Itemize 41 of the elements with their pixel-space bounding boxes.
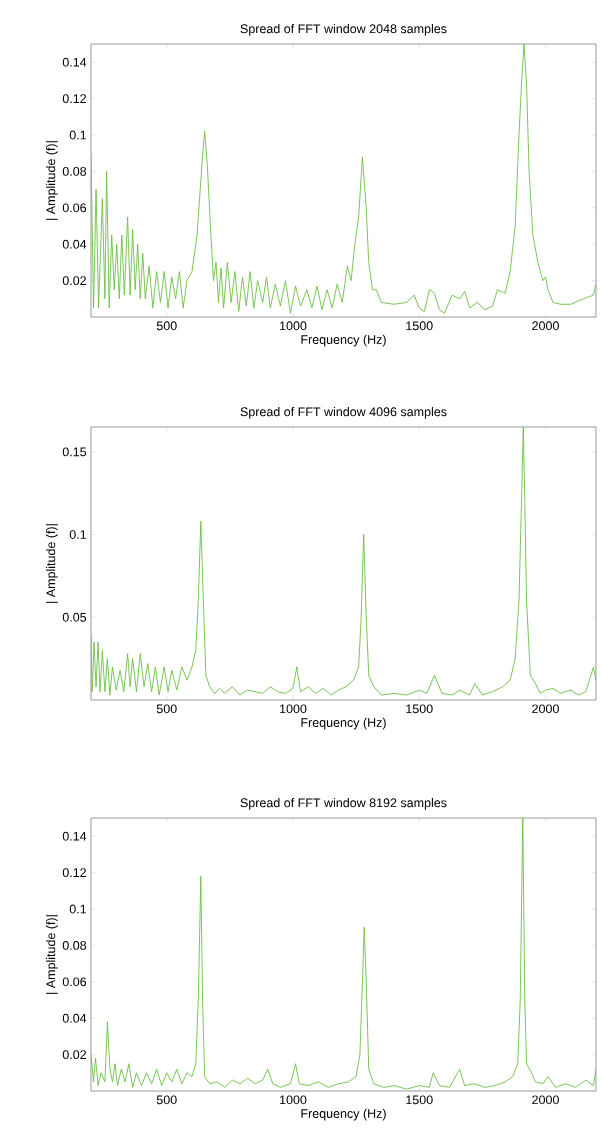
y-tick-label: 0.02 [62, 276, 87, 286]
x-tick-label: 1500 [406, 1095, 433, 1105]
x-axis-title: Frequency (Hz) [301, 1108, 386, 1121]
line-series [91, 427, 596, 696]
y-axis-title: | Amplitude (f)| [46, 915, 58, 994]
x-tick-label: 1000 [280, 704, 307, 714]
y-tick-label: 0.1 [69, 130, 87, 140]
y-tick-label: 0.08 [62, 940, 87, 950]
y-axis-title: | Amplitude (f)| [46, 524, 58, 603]
chart-title: Spread of FFT window 4096 samples [240, 407, 447, 419]
x-tick-label: 1500 [406, 321, 433, 331]
line-series [91, 44, 596, 314]
y-tick-label: 0.06 [62, 977, 87, 987]
chart-title: Spread of FFT window 2048 samples [240, 24, 447, 36]
y-axis-title: | Amplitude (f)| [46, 141, 58, 220]
x-tick-label: 1500 [406, 704, 433, 714]
x-tick-label: 500 [156, 704, 177, 714]
y-tick-label: 0.12 [62, 868, 87, 878]
line-series [91, 818, 596, 1090]
x-tick-label: 500 [156, 1095, 177, 1105]
y-tick-label: 0.02 [62, 1050, 87, 1060]
x-tick-label: 2000 [532, 704, 559, 714]
x-tick-label: 500 [156, 321, 177, 331]
y-tick-label: 0.06 [62, 203, 87, 213]
x-axis-title: Frequency (Hz) [301, 334, 386, 347]
y-tick-label: 0.04 [62, 1013, 87, 1023]
x-tick-label: 2000 [532, 1095, 559, 1105]
y-tick-label: 0.14 [62, 57, 87, 67]
y-tick-label: 0.1 [69, 530, 87, 539]
y-tick-label: 0.15 [62, 447, 87, 457]
y-tick-label: 0.1 [69, 904, 87, 914]
chart-title: Spread of FFT window 8192 samples [240, 798, 447, 810]
y-tick-label: 0.14 [62, 831, 87, 841]
y-tick-label: 0.04 [62, 239, 87, 249]
x-tick-label: 1000 [280, 321, 307, 331]
x-axis-title: Frequency (Hz) [301, 717, 386, 730]
y-tick-label: 0.08 [62, 166, 87, 176]
y-tick-label: 0.05 [62, 612, 87, 622]
x-tick-label: 2000 [532, 321, 559, 331]
x-tick-label: 1000 [280, 1095, 307, 1105]
y-tick-label: 0.12 [62, 94, 87, 104]
